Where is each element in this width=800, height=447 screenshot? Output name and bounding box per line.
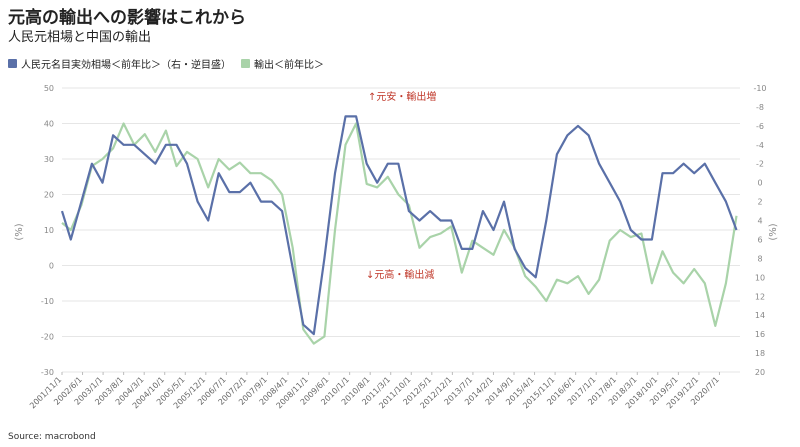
- y-tick-left: -20: [41, 333, 54, 342]
- y-tick-left: 10: [44, 226, 54, 235]
- y-tick-right: 16: [755, 330, 765, 339]
- y-tick-right: 14: [755, 311, 765, 320]
- y-tick-right: 8: [757, 254, 762, 263]
- annotation-cny-strong: ↓元高・輸出減: [366, 268, 434, 281]
- y-tick-right: 12: [755, 292, 765, 301]
- y-axis-label-left: (%): [14, 223, 25, 240]
- y-axis-label-right: (%): [768, 223, 779, 240]
- legend-swatch-series1: [8, 59, 17, 68]
- y-tick-right: 2: [757, 198, 762, 207]
- y-tick-right: 18: [755, 349, 765, 358]
- legend-label-series1: 人民元名目実効相場＜前年比＞（右・逆目盛）: [21, 60, 231, 71]
- y-tick-left: 50: [44, 84, 54, 93]
- legend-item-series1: 人民元名目実効相場＜前年比＞（右・逆目盛）: [8, 56, 231, 71]
- y-tick-left: -10: [41, 297, 54, 306]
- y-tick-left: 20: [44, 191, 54, 200]
- y-tick-right: -10: [753, 84, 766, 93]
- y-tick-right: -6: [756, 122, 764, 131]
- y-tick-left: -30: [41, 368, 54, 377]
- chart-subtitle: 人民元相場と中国の輸出: [8, 30, 152, 45]
- legend-label-series2: 輸出＜前年比＞: [254, 60, 324, 71]
- legend-swatch-series2: [241, 59, 250, 68]
- legend-item-series2: 輸出＜前年比＞: [241, 56, 324, 71]
- y-tick-left: 30: [44, 155, 54, 164]
- y-tick-right: 20: [755, 368, 765, 377]
- y-tick-left: 40: [44, 120, 54, 129]
- y-tick-right: -2: [756, 160, 764, 169]
- y-tick-right: -8: [756, 103, 764, 112]
- chart-title: 元高の輸出への影響はこれから: [8, 8, 246, 28]
- y-tick-left: 0: [49, 262, 54, 271]
- y-tick-right: 0: [757, 179, 762, 188]
- annotation-cny-weak: ↑元安・輸出増: [368, 90, 436, 103]
- y-tick-right: 6: [757, 235, 762, 244]
- y-tick-right: 10: [755, 273, 765, 282]
- series-line-exports: [61, 122, 738, 345]
- y-tick-right: -4: [756, 141, 764, 150]
- y-tick-right: 4: [757, 217, 762, 226]
- legend: 人民元名目実効相場＜前年比＞（右・逆目盛） 輸出＜前年比＞: [8, 56, 324, 71]
- series-line-cny-neer: [60, 115, 738, 336]
- source-note: Source: macrobond: [8, 432, 96, 442]
